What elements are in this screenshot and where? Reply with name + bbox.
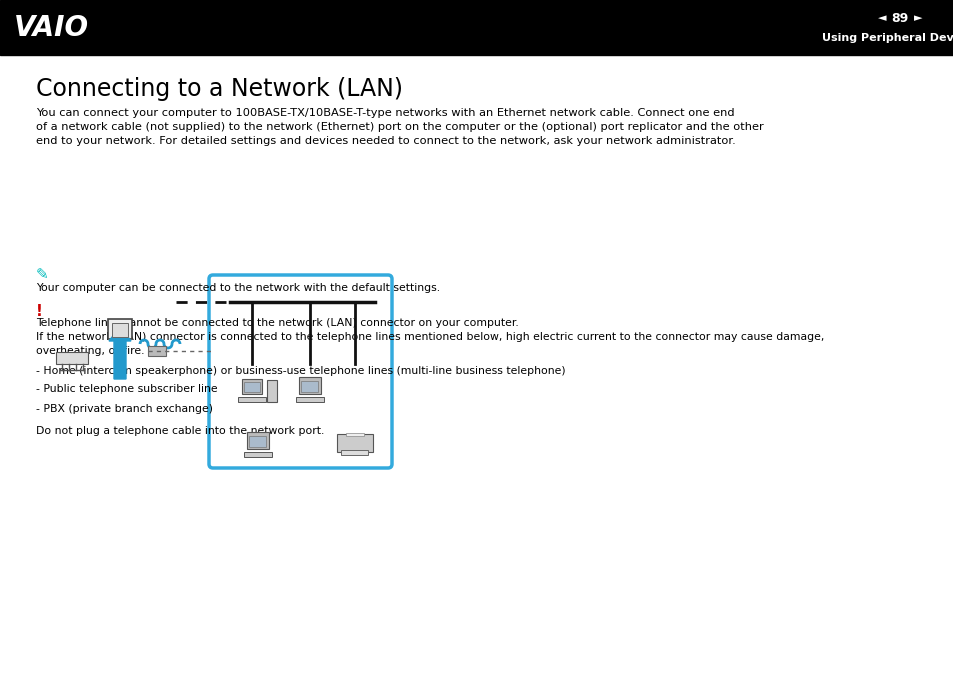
Bar xyxy=(250,436,266,447)
Text: Do not plug a telephone cable into the network port.: Do not plug a telephone cable into the n… xyxy=(36,426,324,436)
Text: - PBX (private branch exchange): - PBX (private branch exchange) xyxy=(36,404,213,414)
Bar xyxy=(56,352,88,364)
Text: Telephone lines cannot be connected to the network (LAN) connector on your compu: Telephone lines cannot be connected to t… xyxy=(36,318,518,328)
Text: If the network (LAN) connector is connected to the telephone lines mentioned bel: If the network (LAN) connector is connec… xyxy=(36,332,823,342)
Bar xyxy=(336,434,373,452)
Bar xyxy=(296,397,323,402)
Text: Your computer can be connected to the network with the default settings.: Your computer can be connected to the ne… xyxy=(36,283,439,293)
Bar xyxy=(108,319,132,339)
Bar xyxy=(244,452,272,457)
Text: - Public telephone subscriber line: - Public telephone subscriber line xyxy=(36,384,217,394)
Bar xyxy=(301,381,318,392)
Text: You can connect your computer to 100BASE-TX/10BASE-T-type networks with an Ether: You can connect your computer to 100BASE… xyxy=(36,108,734,118)
Bar xyxy=(346,433,364,435)
Text: !: ! xyxy=(36,304,43,319)
Bar xyxy=(244,382,259,392)
Bar xyxy=(0,0,953,55)
Bar xyxy=(238,397,265,402)
Bar xyxy=(298,377,321,394)
Text: - Home (intercom speakerphone) or business-use telephone lines (multi-line busin: - Home (intercom speakerphone) or busine… xyxy=(36,366,565,376)
Text: ◄: ◄ xyxy=(877,13,885,23)
FancyArrow shape xyxy=(109,327,131,379)
Bar xyxy=(148,346,166,356)
Text: ►: ► xyxy=(913,13,922,23)
Text: overheating, or fire.: overheating, or fire. xyxy=(36,346,144,356)
Bar xyxy=(267,380,277,402)
Bar xyxy=(241,379,262,394)
Text: VAIO: VAIO xyxy=(14,13,89,42)
Text: Connecting to a Network (LAN): Connecting to a Network (LAN) xyxy=(36,77,402,101)
FancyBboxPatch shape xyxy=(209,275,392,468)
Bar xyxy=(247,432,269,449)
Text: end to your network. For detailed settings and devices needed to connect to the : end to your network. For detailed settin… xyxy=(36,136,735,146)
Text: ✎: ✎ xyxy=(36,267,49,282)
Text: 89: 89 xyxy=(890,11,907,24)
Text: Using Peripheral Devices: Using Peripheral Devices xyxy=(821,33,953,43)
Text: of a network cable (not supplied) to the network (Ethernet) port on the computer: of a network cable (not supplied) to the… xyxy=(36,122,763,132)
Bar xyxy=(112,323,128,337)
Bar xyxy=(341,450,368,456)
